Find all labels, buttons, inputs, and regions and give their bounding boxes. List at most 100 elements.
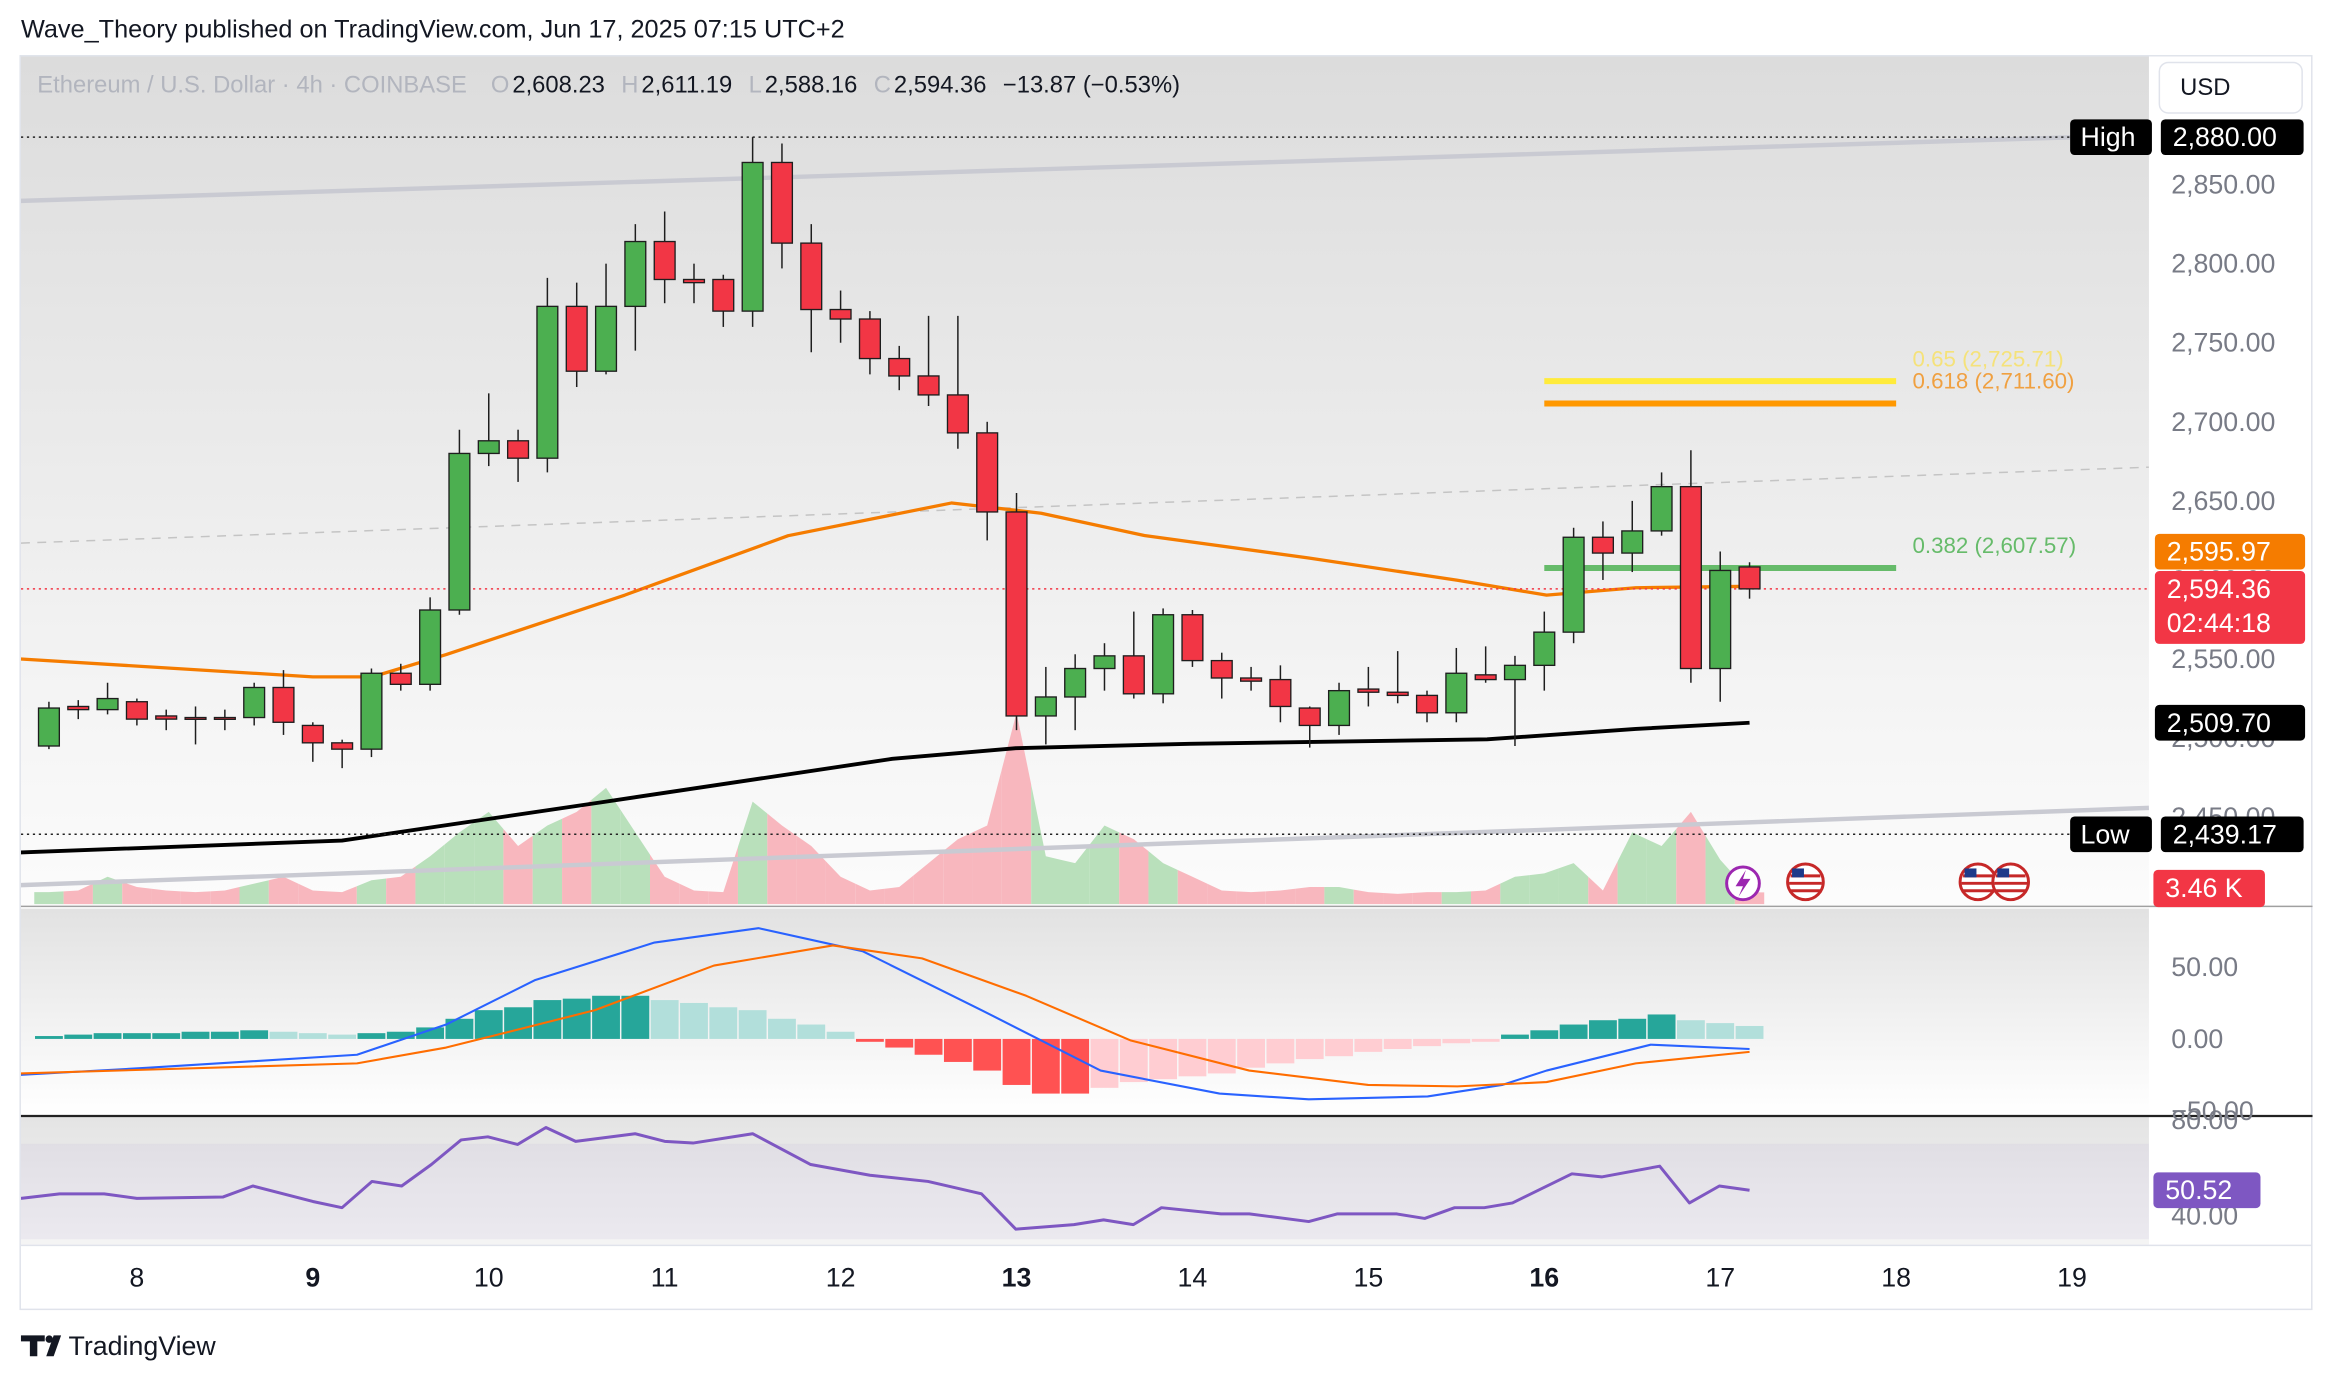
candle-body: [1093, 655, 1116, 670]
candle-body: [477, 440, 500, 455]
macd-histogram-bar: [35, 1036, 63, 1039]
macd-histogram-bar: [1061, 1038, 1090, 1094]
macd-histogram-bar: [1706, 1023, 1735, 1039]
volume-area: [386, 866, 416, 905]
current-price-box: [2154, 571, 2306, 644]
currency-button[interactable]: USD: [2158, 61, 2303, 114]
logo-dot: [45, 1335, 53, 1343]
extreme-price-box: [2160, 119, 2304, 156]
x-tick-label: 15: [1353, 1262, 1383, 1292]
candle-body: [272, 686, 295, 723]
volume-area: [1588, 861, 1618, 905]
x-tick-label: 19: [2057, 1262, 2087, 1292]
macd-histogram-bar: [1501, 1034, 1529, 1039]
macd-histogram-bar: [1237, 1038, 1266, 1068]
candle-body: [624, 240, 647, 308]
x-tick-label: 18: [1881, 1262, 1911, 1292]
currency-button-box[interactable]: [2158, 61, 2303, 114]
volume-area: [1148, 851, 1178, 905]
macd-histogram-bar: [1471, 1038, 1500, 1042]
candle-body: [1591, 536, 1615, 554]
candle-body: [67, 705, 90, 711]
fib-label: 0.65 (2,725.71): [1913, 346, 2064, 371]
volume-area: [1558, 863, 1589, 905]
macd-histogram-bar: [1090, 1038, 1119, 1088]
currency-label[interactable]: USD: [2180, 74, 2230, 101]
volume-area: [1295, 887, 1325, 905]
y-tick-label: 2,550.00: [2171, 644, 2275, 674]
trendline: [20, 134, 2083, 204]
chart-frame: [19, 55, 2313, 1311]
macd-histogram-bar: [680, 1002, 708, 1039]
macd-histogram-bar: [298, 1033, 327, 1039]
rsi-pane: [20, 1126, 2149, 1240]
macd-histogram-bar: [973, 1038, 1002, 1071]
trendline: [20, 466, 2149, 544]
legend-key: O: [491, 71, 510, 98]
volume-area: [180, 891, 211, 905]
trendline: [20, 805, 2149, 888]
volume-area: [825, 861, 856, 905]
symbol-title: Ethereum / U.S. Dollar · 4h · COINBASE: [37, 71, 467, 98]
macd-histogram-bar: [1442, 1038, 1471, 1044]
volume-area: [1324, 887, 1354, 905]
current-price-text: 2,594.36: [2167, 574, 2271, 604]
volume-area: [298, 883, 328, 905]
candle-body: [1122, 655, 1145, 695]
legend-key: L: [749, 71, 762, 98]
x-tick-label: 8: [129, 1262, 144, 1292]
legend-value: 2,594.36: [894, 71, 987, 98]
candle-body: [917, 375, 940, 396]
macd-histogram-bar: [1530, 1030, 1559, 1039]
macd-line: [20, 927, 1750, 1101]
candle-body: [1005, 511, 1028, 717]
x-tick-label: 17: [1705, 1262, 1735, 1292]
candle-body: [1269, 678, 1292, 708]
moving-average: [20, 720, 1750, 855]
macd-histogram-bar: [768, 1018, 796, 1039]
volume-area: [151, 888, 181, 905]
extreme-price-tag: High: [2081, 122, 2136, 152]
volume-area: [1500, 875, 1530, 905]
macd-histogram-bar: [122, 1033, 151, 1039]
macd-histogram-bar: [416, 1027, 445, 1039]
volume-area: [1207, 883, 1237, 905]
candle-body: [1064, 667, 1087, 698]
candle-body: [536, 305, 559, 459]
candle-body: [1445, 672, 1468, 714]
macd-histogram-bar: [1735, 1025, 1764, 1039]
flag-canton: [1964, 868, 1977, 878]
volume-area: [34, 891, 64, 905]
x-tick-label: 11: [651, 1262, 679, 1292]
candle-body: [1650, 485, 1673, 532]
macd-histogram-bar: [826, 1031, 855, 1039]
candle-body: [653, 240, 676, 281]
candle-body: [506, 440, 530, 459]
macd-pane: [20, 927, 1764, 1101]
volume-area: [1265, 888, 1296, 905]
volume-area: [1236, 891, 1266, 905]
x-tick-label: 9: [305, 1262, 320, 1292]
macd-tick-label: −50.00: [2171, 1096, 2254, 1126]
volume-area: [1617, 832, 1647, 905]
candle-body: [1327, 689, 1351, 727]
volume-area: [1441, 891, 1471, 905]
macd-histogram-bar: [1676, 1020, 1705, 1039]
extreme-price-text: 2,880.00: [2173, 122, 2277, 152]
legend-value: 2,588.16: [765, 71, 858, 98]
macd-histogram-bar: [1618, 1018, 1647, 1039]
legend: Ethereum / U.S. Dollar · 4h · COINBASE O…: [37, 71, 1180, 98]
candle-body: [1298, 707, 1321, 727]
rsi-value-box: [2153, 1172, 2261, 1209]
fib-label: 0.382 (2,607.57): [1913, 533, 2077, 558]
x-tick-label: 10: [474, 1262, 504, 1292]
volume-area: [972, 769, 1002, 905]
macd-histogram-bar: [445, 1018, 474, 1039]
x-tick-label: 16: [1529, 1262, 1559, 1292]
candle-body: [946, 394, 969, 434]
candle-body: [1415, 694, 1439, 714]
candle-body: [419, 609, 442, 685]
candle-body: [1503, 664, 1527, 681]
us-flag-icon: [1786, 862, 1825, 902]
candle-body: [1034, 696, 1057, 717]
